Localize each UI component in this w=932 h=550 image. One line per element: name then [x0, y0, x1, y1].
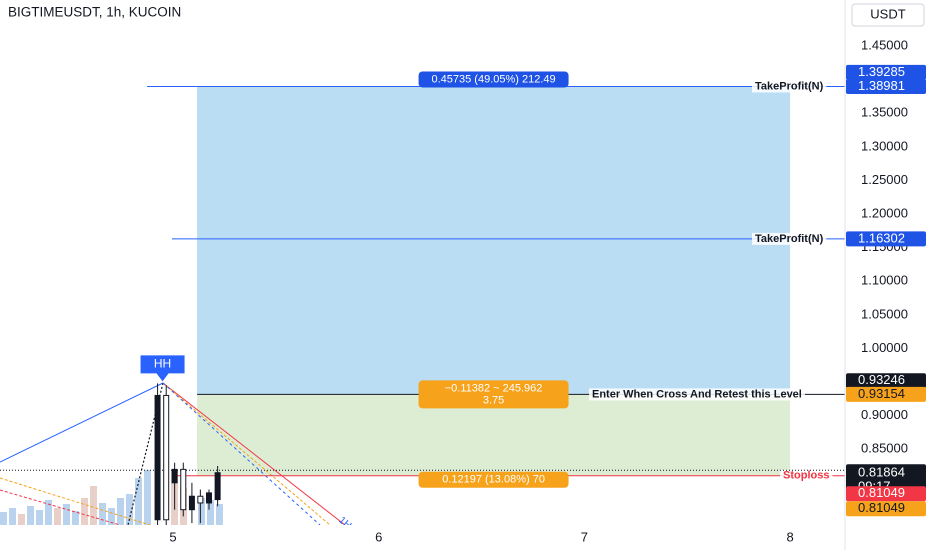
price-badge [846, 78, 926, 94]
marker-label: HH [154, 357, 171, 371]
volume-bar [72, 511, 79, 525]
time-axis [0, 525, 845, 550]
position-label: 0.45735 (49.05%) 212.49 [431, 73, 555, 85]
position-label: −0.11382 ~ 245.962 [445, 382, 543, 394]
level-label: TakeProfit(N) [755, 233, 824, 245]
volume-bar [207, 500, 214, 525]
volume-bar [36, 510, 43, 525]
y-tick-label: 1.25000 [861, 172, 908, 187]
candle-body [197, 495, 204, 504]
candle-body [205, 492, 212, 504]
trend-line [0, 382, 164, 463]
price-badge [846, 501, 926, 517]
price-badge [846, 486, 926, 502]
price-badge [846, 386, 926, 402]
chart-title: BIGTIMEUSDT, 1h, KUCOIN [8, 5, 181, 20]
trend-lines [0, 382, 346, 526]
level-label-bg [780, 469, 833, 482]
profit-zone [197, 86, 791, 395]
trend-line [162, 382, 321, 526]
volume-bar [135, 478, 142, 525]
volume-bar [117, 498, 124, 525]
volume-bar [144, 470, 151, 525]
volume-bar [99, 503, 106, 525]
volume-bar [126, 494, 133, 525]
price-badge-label: 0.93154 [858, 386, 905, 401]
volume-bar [198, 498, 205, 525]
position-label-bg [418, 380, 569, 409]
position-label: 3.75 [483, 394, 504, 406]
level-label: Stoploss [783, 470, 829, 482]
trend-line [162, 382, 346, 526]
volume-bar [54, 508, 61, 525]
price-badge [846, 373, 926, 389]
plot: TakeProfit(N) TakeProfit(N) Enter When Cro… [0, 71, 845, 532]
currency-button[interactable] [851, 3, 925, 27]
level-label-bg [589, 388, 805, 401]
x-tick-label: 8 [786, 529, 793, 544]
currency[interactable]: USDT [870, 6, 905, 21]
volume-bar [216, 504, 223, 525]
price-badge-label: 0.81049 [858, 500, 905, 515]
position-tool [197, 86, 791, 476]
candle-body [180, 468, 187, 511]
price-badge-label: 1.38981 [858, 78, 905, 93]
y-tick-label: 1.00000 [861, 340, 908, 355]
volume-bar [90, 486, 97, 525]
price-badge [846, 64, 926, 80]
volume-bar [108, 508, 115, 525]
position-label: 0.12197 (13.08%) 70 [442, 474, 545, 486]
x-tick-label: 7 [581, 529, 588, 544]
candle-body [163, 394, 170, 521]
x-tick-label: 5 [169, 529, 176, 544]
trend-line [0, 477, 151, 526]
level-label: TakeProfit(N) [755, 80, 824, 92]
price-badge-label: 1.39285 [858, 64, 905, 79]
volume-bar [45, 500, 52, 525]
y-tick-label: 0.90000 [861, 407, 908, 422]
price-badge-label: 1.16302 [858, 230, 905, 245]
position-label-bg [418, 471, 569, 488]
candle-body [154, 394, 161, 521]
volume-bar [81, 498, 88, 525]
volume-bar [18, 514, 25, 525]
y-tick-label: 1.10000 [861, 273, 908, 288]
y-tick-label: 1.45000 [861, 37, 908, 52]
volume-bar [27, 506, 34, 525]
candle-body [171, 468, 178, 484]
axis-labels: 5 6 7 8 1.45000 1.35000 1.30000 1.25000 1.20000 1… [169, 37, 926, 544]
trend-line [0, 489, 121, 526]
candle-body [214, 472, 221, 501]
marker [140, 355, 185, 382]
volume-bar [0, 512, 7, 525]
price-badge-label: 0.81864 [858, 465, 905, 480]
y-tick-label: 0.85000 [861, 441, 908, 456]
candle-body [188, 495, 195, 511]
price-badge-label: 0.93246 [858, 372, 905, 387]
level-label-bg [752, 80, 827, 93]
position-label-bg [418, 71, 569, 88]
volume-bar [9, 508, 16, 525]
x-tick-label: 6 [375, 529, 382, 544]
y-tick-label: 1.35000 [861, 105, 908, 120]
y-tick-label: 1.20000 [861, 205, 908, 220]
price-badge [846, 231, 926, 247]
level-label: Enter When Cross And Retest this Level [592, 388, 802, 400]
y-tick-label: 1.05000 [861, 306, 908, 321]
level-label-bg [752, 232, 827, 245]
trend-line [162, 382, 331, 526]
price-badge-label: 0.81049 [858, 485, 905, 500]
volume-bar [63, 504, 70, 525]
y-tick-label: 1.30000 [861, 138, 908, 153]
